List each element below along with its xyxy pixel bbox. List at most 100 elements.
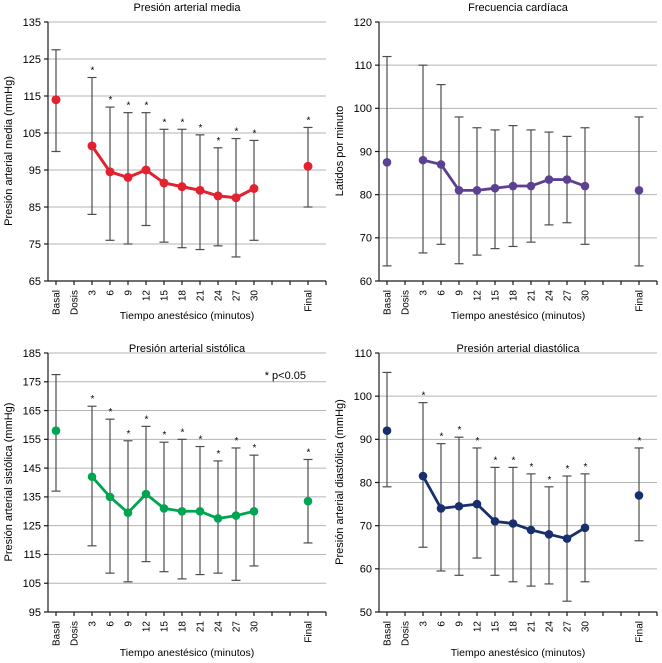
y-tick-label: 60 [360,564,372,576]
y-tick-label: 185 [23,348,41,360]
x-tick-label: Basal [52,621,63,646]
data-point [382,426,392,435]
significance-star: * [307,115,311,126]
x-tick-label: Final [635,621,646,643]
x-tick-label: 27 [563,290,574,302]
x-tick-label: 12 [473,621,484,633]
x-tick-label: Final [304,290,315,312]
significance-star: * [163,430,167,441]
significance-star: * [127,101,131,112]
chart-title: Presión arterial diastólica [456,343,580,355]
data-point [508,519,518,528]
data-point [490,183,500,193]
data-point [87,472,97,482]
x-tick-label: 21 [527,290,538,302]
data-point [562,534,572,543]
data-point [123,508,133,518]
significance-star: * [476,436,480,447]
data-point [195,506,205,516]
data-point [123,172,133,182]
data-point [436,160,446,169]
data-point [303,161,313,171]
x-tick-label: 30 [581,290,592,302]
significance-star: * [163,117,167,128]
x-tick-label: 18 [178,621,189,633]
y-tick-label: 75 [29,239,41,251]
data-point [454,186,464,195]
x-tick-label: 12 [142,290,153,302]
data-point [303,496,313,506]
y-tick-label: 90 [360,434,372,446]
y-tick-label: 165 [23,405,41,417]
x-tick-label: 3 [419,621,430,627]
data-point [454,501,464,511]
significance-star: * [217,449,221,460]
x-tick-label: 6 [106,621,117,627]
data-point [177,506,187,516]
x-tick-label: 9 [455,290,466,296]
x-tick-label: 30 [250,290,261,302]
plot-area-mean-pressure: 65 75 85 95 105 115 125 135 Basal Dosis 3 6 9 12 15 18 2… [23,17,327,315]
x-tick-label: 15 [491,621,502,633]
y-tick-label: 85 [29,202,41,214]
y-tick-label: 125 [23,54,41,66]
significance-star: * [181,427,185,438]
significance-star: * [530,462,534,473]
x-tick-label: 9 [124,621,135,627]
data-point [580,181,590,191]
chart-presion-arterial-media: Presión arterial media Presión arterial … [0,0,331,332]
significance-star: * [109,407,113,418]
y-tick-label: 155 [23,434,41,446]
data-point [490,517,500,526]
data-point [213,191,223,201]
chart-title: Frecuencia cardíaca [468,2,568,14]
data-point [105,492,115,502]
data-point [544,530,554,539]
significance-star: * [422,391,426,402]
significance-star: * [109,95,113,106]
x-tick-label: 21 [527,621,538,633]
data-point [51,95,61,105]
data-point [249,506,259,516]
x-tick-label: Final [304,621,315,643]
x-tick-label: Basal [52,290,63,315]
y-tick-label: 95 [29,607,41,619]
significance-star: * [91,394,95,405]
data-point [508,181,518,191]
x-tick-label: Dosis [401,290,412,315]
x-tick-label: 27 [232,290,243,302]
x-axis-label: Tiempo anestésico (minutos) [450,310,586,322]
data-point [526,525,536,535]
data-point [249,184,259,193]
data-point [634,491,644,500]
y-tick-label: 100 [354,391,372,403]
x-tick-label: 15 [160,290,171,302]
significance-star: * [199,123,203,134]
significance-star: * [307,447,311,458]
chart-presion-arterial-sistolica: Presión arterial sistólica Presión arter… [0,331,331,663]
x-axis-label: Tiempo anestésico (minutos) [119,310,255,322]
data-point [213,514,223,523]
y-tick-label: 100 [354,103,372,115]
y-tick-label: 175 [23,377,41,389]
y-tick-label: 80 [360,477,372,489]
data-point [87,141,97,151]
data-line [90,144,256,200]
significance-star: * [494,455,498,466]
data-point [562,175,572,184]
x-tick-label: 18 [509,621,520,633]
y-tick-label: 120 [354,17,372,29]
data-point [159,178,169,188]
data-point [141,489,151,499]
data-point [580,523,590,533]
y-tick-label: 70 [360,520,372,532]
significance-legend: * p<0.05 [265,370,306,382]
y-tick-label: 90 [360,146,372,158]
plot-area-diastolic-pressure: 50 60 70 80 90 100 110 Basal Dosis 3 6 9 12 15 18 21 24 2… [354,348,658,646]
data-point [418,471,428,481]
y-tick-label: 60 [360,276,372,288]
y-tick-label: 110 [354,348,372,360]
y-tick-label: 105 [23,128,41,140]
x-tick-label: Dosis [70,290,81,315]
